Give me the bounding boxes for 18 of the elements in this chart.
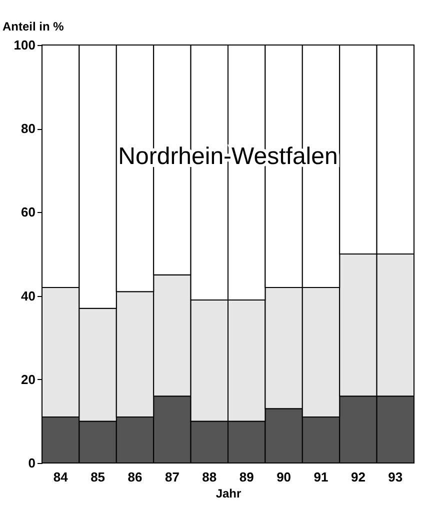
x-tick-label: 89 bbox=[239, 470, 254, 484]
x-tick-label: 88 bbox=[202, 470, 217, 484]
x-tick-label: 86 bbox=[128, 470, 142, 484]
x-tick-label: 84 bbox=[53, 470, 69, 484]
x-tick-label: 93 bbox=[388, 470, 403, 484]
x-tick-label: 90 bbox=[276, 470, 292, 484]
y-tick-label: 0 bbox=[28, 456, 36, 470]
x-tick-label: 87 bbox=[164, 470, 180, 484]
y-axis-title: Anteil in % bbox=[2, 20, 64, 34]
y-tick-label: 40 bbox=[21, 288, 36, 304]
x-tick-label: 92 bbox=[350, 470, 366, 484]
x-tick-label: 91 bbox=[314, 470, 328, 484]
y-tick-label: 100 bbox=[14, 38, 36, 52]
x-tick-label: 85 bbox=[90, 470, 106, 484]
y-tick-label: 20 bbox=[21, 372, 36, 387]
y-tick-label: 80 bbox=[21, 121, 36, 136]
x-axis-title: Jahr bbox=[216, 486, 242, 500]
y-tick-label: 60 bbox=[21, 204, 36, 220]
